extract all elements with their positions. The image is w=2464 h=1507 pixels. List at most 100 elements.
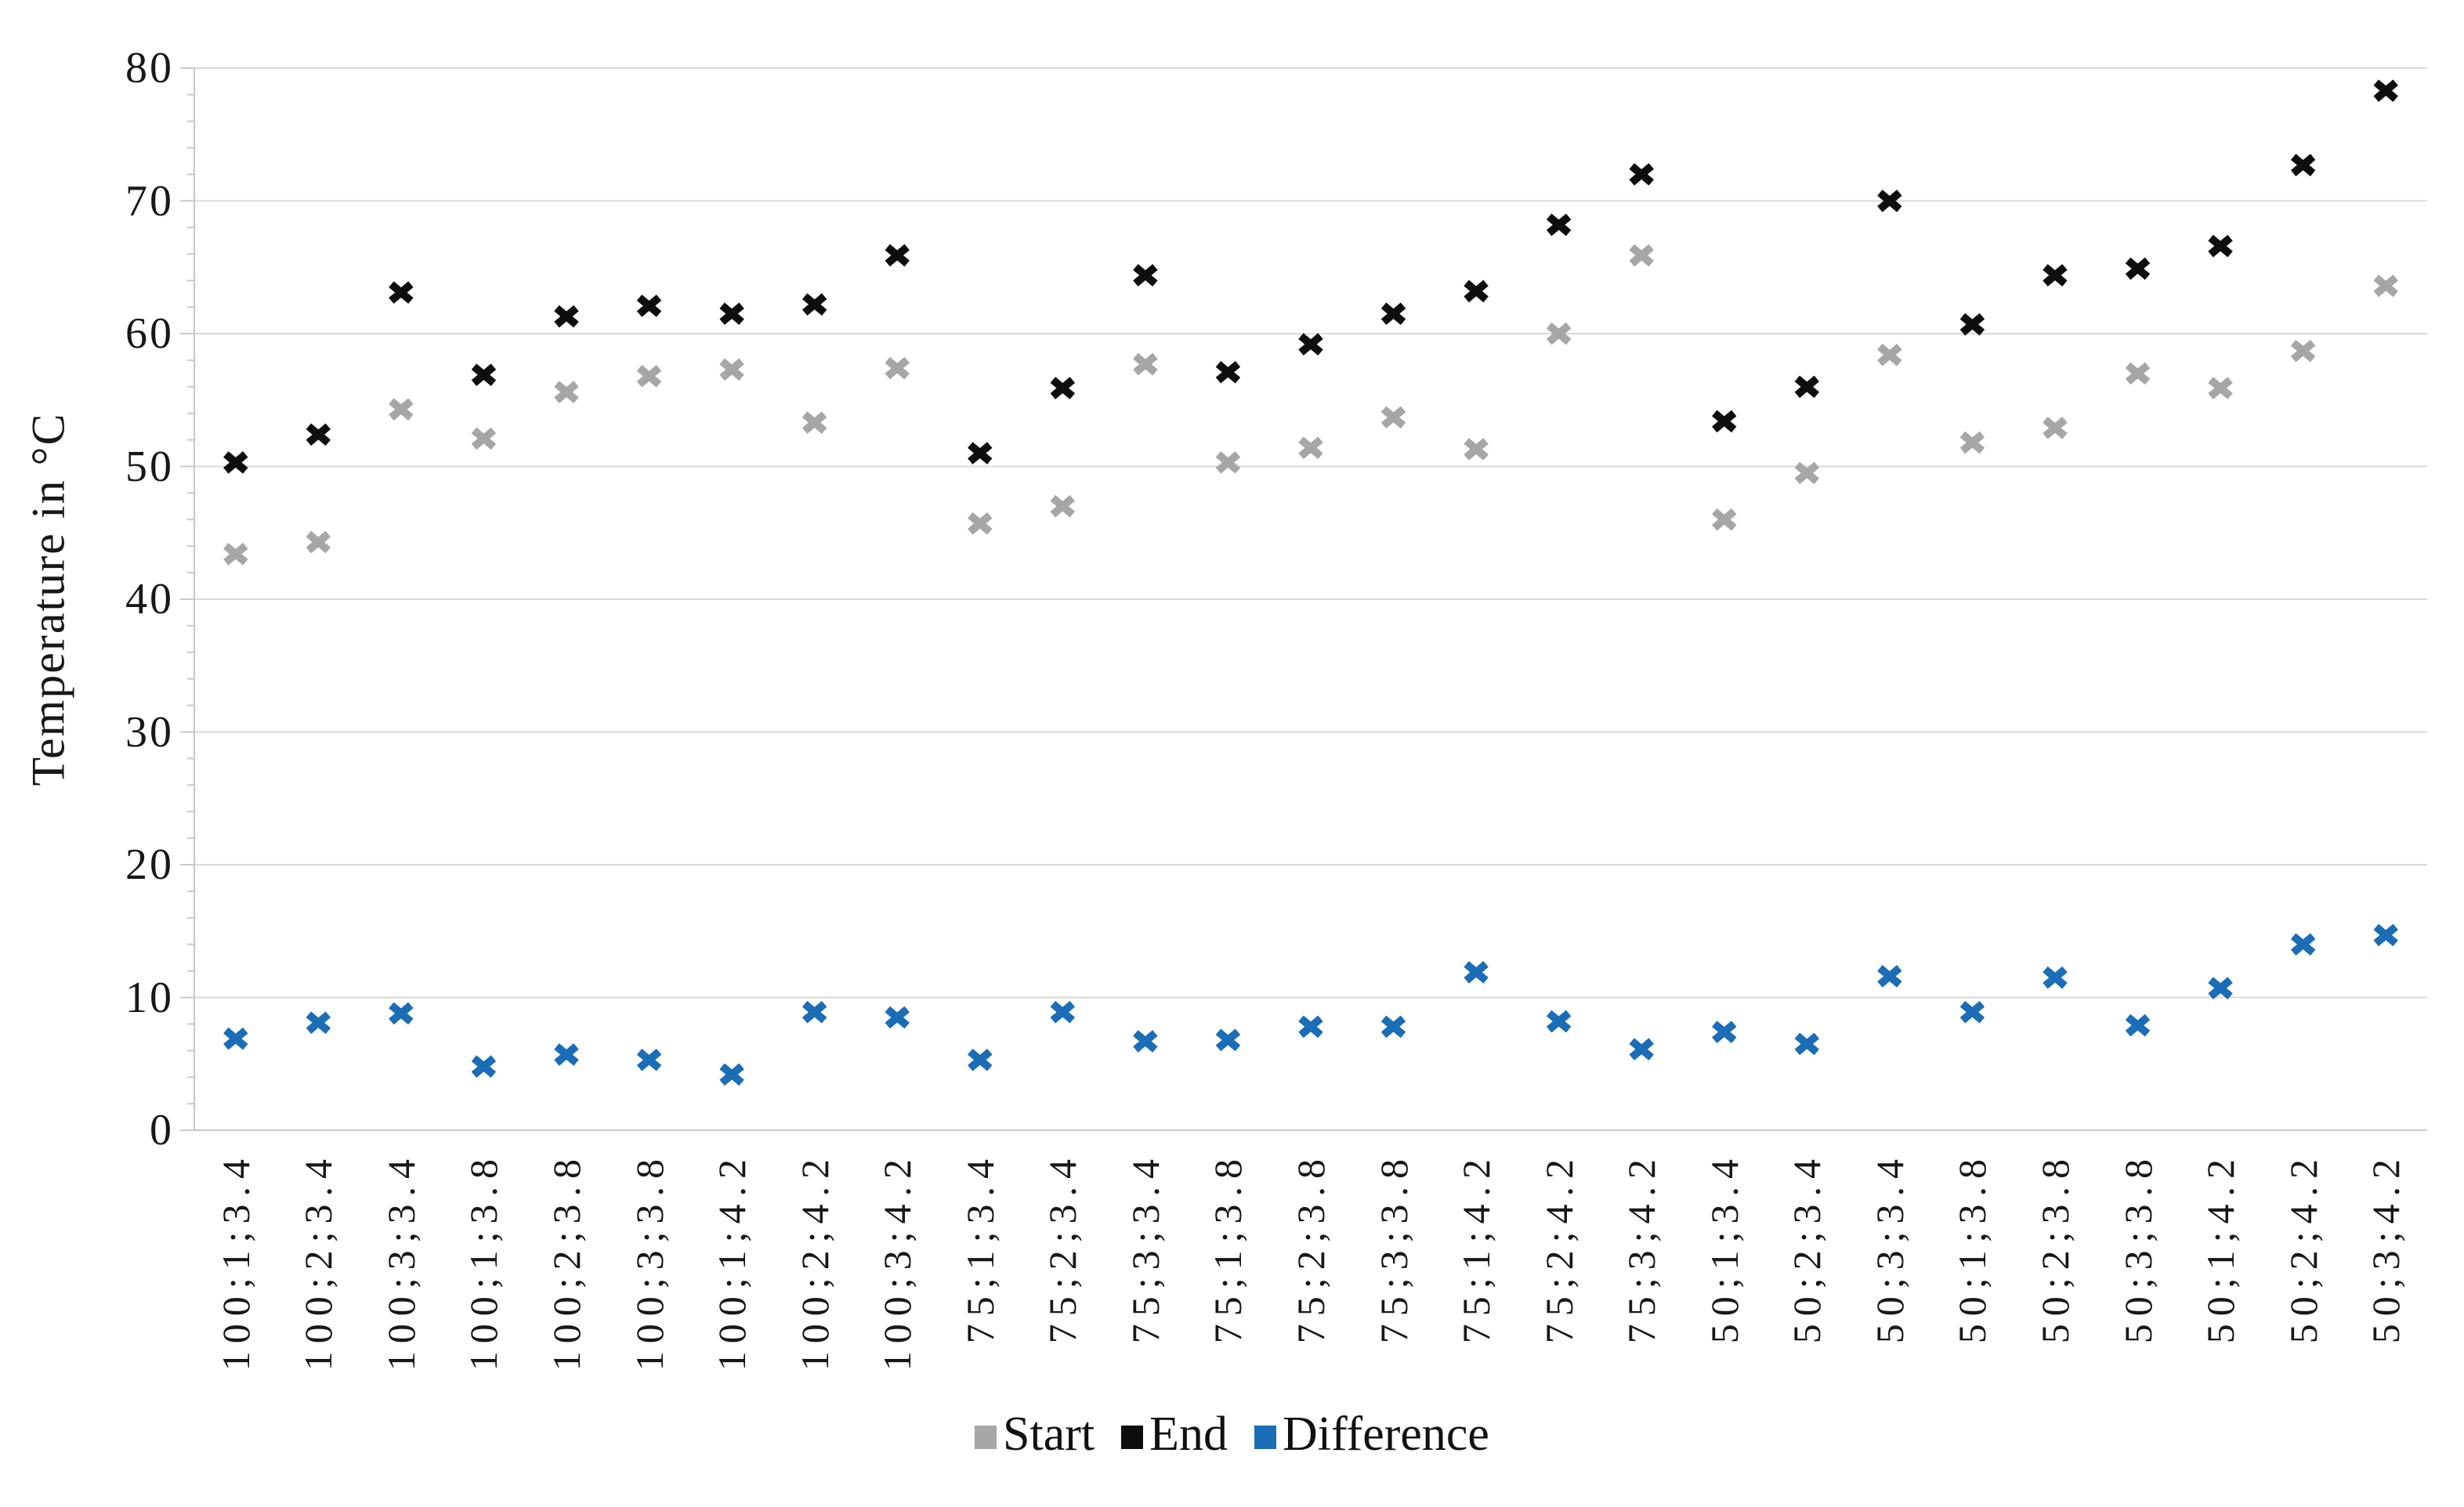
y-axis-tick-label-20: 20 bbox=[125, 840, 174, 889]
marker-difference-100;2;3.8 bbox=[554, 1043, 579, 1066]
marker-start-100;3;3.8 bbox=[636, 364, 662, 388]
marker-start-75;2;3.4 bbox=[1050, 495, 1076, 518]
marker-start-50;2;3.8 bbox=[2042, 417, 2068, 439]
marker-difference-100;2;4.2 bbox=[801, 1000, 827, 1024]
marker-end-100;2;3.4 bbox=[306, 423, 331, 446]
legend-label-difference: Difference bbox=[1283, 1408, 1489, 1461]
marker-start-75;1;4.2 bbox=[1464, 438, 1489, 461]
marker-difference-50;3;4.2 bbox=[2373, 923, 2398, 947]
y-axis-tick-label-10: 10 bbox=[125, 973, 174, 1022]
marker-start-75;1;3.4 bbox=[968, 512, 993, 535]
marker-start-50;2;4.2 bbox=[2290, 339, 2316, 363]
marker-difference-100;1;4.2 bbox=[719, 1063, 744, 1086]
marker-difference-75;2;3.8 bbox=[1298, 1015, 1323, 1039]
legend-label-start: Start bbox=[1003, 1408, 1095, 1461]
marker-difference-75;1;4.2 bbox=[1464, 960, 1489, 984]
difference-series-swatch-icon bbox=[1254, 1425, 1277, 1449]
marker-difference-100;1;3.4 bbox=[223, 1027, 248, 1050]
marker-start-75;3;3.4 bbox=[1133, 352, 1158, 376]
marker-start-50;3;3.8 bbox=[2125, 362, 2151, 385]
marker-end-100;2;4.2 bbox=[801, 293, 827, 316]
marker-start-50;1;3.8 bbox=[1959, 431, 1985, 454]
legend-item-difference: Difference bbox=[1254, 1407, 1489, 1462]
marker-end-75;1;3.8 bbox=[1215, 360, 1241, 384]
marker-end-75;2;3.4 bbox=[1050, 377, 1076, 399]
marker-difference-75;2;4.2 bbox=[1546, 1010, 1572, 1033]
marker-difference-50;3;3.4 bbox=[1877, 965, 1902, 988]
marker-difference-100;3;4.2 bbox=[885, 1006, 910, 1029]
marker-end-50;3;3.4 bbox=[1877, 190, 1902, 212]
marker-end-75;1;3.4 bbox=[968, 442, 993, 464]
marker-end-100;2;3.8 bbox=[554, 305, 579, 328]
marker-end-50;1;3.4 bbox=[1712, 410, 1737, 433]
y-axis-tick-label-40: 40 bbox=[125, 575, 174, 623]
legend-item-start: Start bbox=[975, 1407, 1095, 1462]
marker-start-100;3;3.4 bbox=[389, 398, 414, 421]
marker-difference-50;2;4.2 bbox=[2290, 933, 2316, 956]
marker-end-50;3;3.8 bbox=[2125, 257, 2151, 280]
marker-start-50;1;3.4 bbox=[1712, 508, 1737, 531]
marker-end-75;2;4.2 bbox=[1546, 213, 1572, 237]
marker-start-75;2;3.8 bbox=[1298, 436, 1323, 460]
marker-end-50;1;4.2 bbox=[2208, 234, 2233, 258]
marker-difference-75;3;3.4 bbox=[1133, 1030, 1158, 1053]
y-axis-tick-label-50: 50 bbox=[125, 442, 174, 491]
marker-difference-50;3;3.8 bbox=[2125, 1014, 2151, 1037]
marker-difference-50;1;3.4 bbox=[1712, 1021, 1737, 1043]
marker-start-75;3;4.2 bbox=[1629, 244, 1654, 267]
marker-difference-50;2;3.8 bbox=[2042, 966, 2068, 989]
marker-start-100;3;4.2 bbox=[885, 356, 910, 380]
marker-end-50;3;4.2 bbox=[2373, 79, 2398, 103]
marker-start-75;2;4.2 bbox=[1546, 322, 1572, 345]
marker-difference-75;1;3.4 bbox=[968, 1048, 993, 1072]
marker-end-100;1;3.8 bbox=[471, 363, 497, 386]
marker-end-50;2;4.2 bbox=[2290, 154, 2316, 177]
marker-start-100;1;3.8 bbox=[471, 427, 497, 450]
marker-end-100;1;3.4 bbox=[223, 451, 248, 474]
marker-end-100;3;3.4 bbox=[389, 281, 414, 304]
y-axis-tick-label-80: 80 bbox=[125, 44, 174, 92]
marker-end-75;1;4.2 bbox=[1464, 280, 1489, 303]
marker-difference-100;3;3.4 bbox=[389, 1002, 414, 1025]
marker-end-75;3;3.8 bbox=[1380, 302, 1406, 325]
marker-difference-100;2;3.4 bbox=[306, 1011, 331, 1035]
marker-end-50;2;3.8 bbox=[2042, 264, 2068, 287]
marker-difference-75;1;3.8 bbox=[1215, 1028, 1241, 1052]
marker-start-75;1;3.8 bbox=[1215, 451, 1241, 474]
y-axis-tick-label-70: 70 bbox=[125, 176, 174, 226]
end-series-swatch-icon bbox=[1121, 1425, 1144, 1449]
marker-end-75;3;4.2 bbox=[1629, 163, 1654, 186]
marker-start-100;1;3.4 bbox=[223, 543, 248, 566]
marker-difference-50;1;3.8 bbox=[1959, 1000, 1985, 1024]
legend-item-end: End bbox=[1121, 1407, 1228, 1462]
marker-start-100;2;4.2 bbox=[801, 411, 827, 434]
legend-label-end: End bbox=[1149, 1408, 1228, 1461]
marker-start-50;3;3.4 bbox=[1877, 343, 1902, 367]
marker-end-50;2;3.4 bbox=[1794, 375, 1820, 399]
marker-difference-100;1;3.8 bbox=[471, 1055, 497, 1078]
marker-start-50;3;4.2 bbox=[2373, 274, 2398, 298]
marker-start-75;3;3.8 bbox=[1380, 406, 1406, 429]
marker-start-100;1;4.2 bbox=[719, 358, 744, 381]
marker-end-75;2;3.8 bbox=[1298, 333, 1323, 356]
y-axis-tick-label-30: 30 bbox=[125, 707, 174, 757]
marker-end-50;1;3.8 bbox=[1959, 313, 1985, 336]
marker-difference-50;2;3.4 bbox=[1794, 1032, 1820, 1056]
marker-start-100;2;3.8 bbox=[554, 381, 579, 403]
y-axis-tick-label-60: 60 bbox=[125, 309, 174, 358]
marker-difference-75;3;3.8 bbox=[1380, 1015, 1406, 1039]
marker-difference-50;1;4.2 bbox=[2208, 977, 2233, 999]
marker-start-50;2;3.4 bbox=[1794, 461, 1820, 485]
marker-start-100;2;3.4 bbox=[306, 530, 331, 554]
marker-end-100;3;3.8 bbox=[636, 295, 662, 317]
marker-difference-100;3;3.8 bbox=[636, 1048, 662, 1072]
marker-end-100;3;4.2 bbox=[885, 244, 910, 267]
marker-start-50;1;4.2 bbox=[2208, 377, 2233, 399]
start-series-swatch-icon bbox=[975, 1425, 997, 1449]
legend: Start End Difference bbox=[0, 1407, 2464, 1462]
marker-end-100;1;4.2 bbox=[719, 302, 744, 325]
marker-difference-75;3;4.2 bbox=[1629, 1038, 1654, 1061]
marker-end-75;3;3.4 bbox=[1133, 264, 1158, 287]
